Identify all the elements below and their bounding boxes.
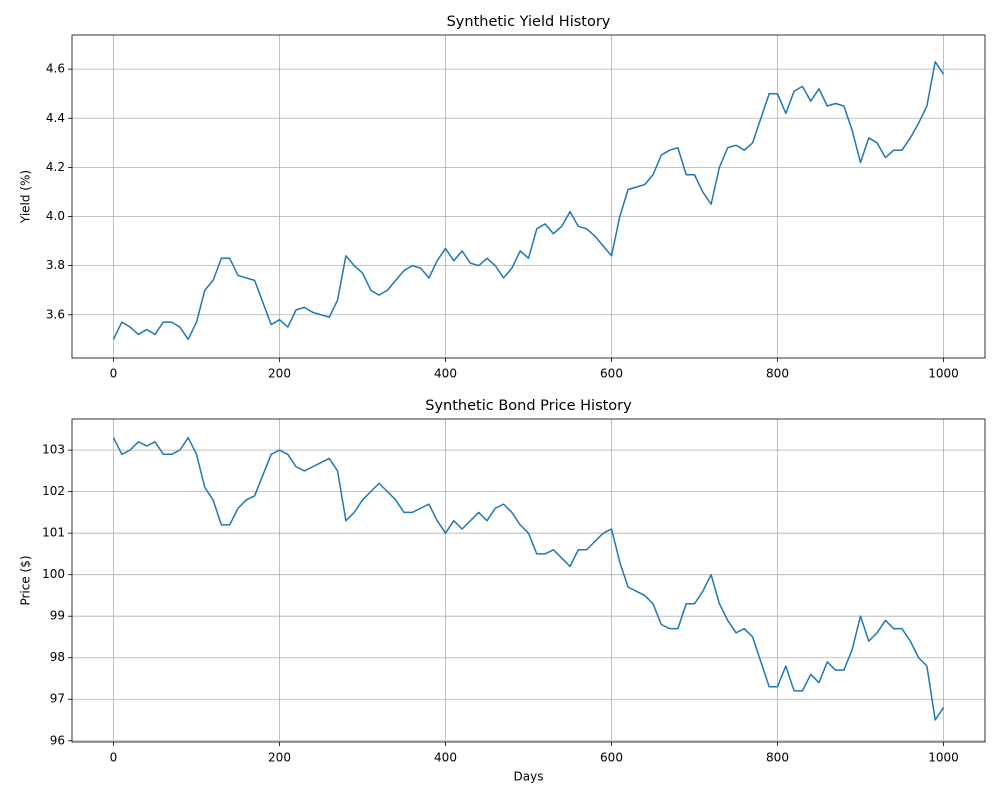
axes-frame — [71, 418, 986, 743]
x-tick-label: 1000 — [928, 751, 959, 765]
y-tick-label: 4.6 — [46, 62, 65, 76]
x-tick-label: 200 — [268, 751, 291, 765]
y-tick-label: 102 — [42, 484, 65, 498]
x-tick-label: 400 — [434, 751, 457, 765]
x-tick-label: 800 — [766, 367, 789, 381]
data-line — [112, 61, 945, 341]
y-tick-label: 96 — [50, 733, 65, 747]
x-tick-label: 1000 — [928, 367, 959, 381]
y-axis-label: Price ($) — [19, 555, 33, 605]
x-tick-label: 0 — [110, 751, 118, 765]
y-tick-label: 100 — [42, 567, 65, 581]
y-tick-label: 101 — [42, 526, 65, 540]
y-tick-label: 3.6 — [46, 307, 65, 321]
y-tick-label: 4.0 — [46, 209, 65, 223]
y-tick-label: 3.8 — [46, 258, 65, 272]
y-tick-label: 4.4 — [46, 111, 65, 125]
data-line — [112, 436, 945, 721]
y-tick-label: 98 — [50, 650, 65, 664]
y-tick-label: 4.2 — [46, 160, 65, 174]
x-tick-label: 0 — [110, 367, 118, 381]
x-tick-label: 600 — [600, 751, 623, 765]
x-tick-label: 800 — [766, 751, 789, 765]
x-tick-label: 400 — [434, 367, 457, 381]
chart-title: Synthetic Bond Price History — [425, 398, 632, 414]
x-tick-label: 600 — [600, 367, 623, 381]
x-axis-label: Days — [514, 770, 544, 784]
y-tick-label: 97 — [50, 692, 65, 706]
y-tick-label: 103 — [42, 443, 65, 457]
axes-frame — [71, 34, 986, 359]
y-axis-label: Yield (%) — [19, 170, 33, 224]
chart-title: Synthetic Yield History — [447, 14, 611, 30]
x-tick-label: 200 — [268, 367, 291, 381]
y-tick-label: 99 — [50, 609, 65, 623]
